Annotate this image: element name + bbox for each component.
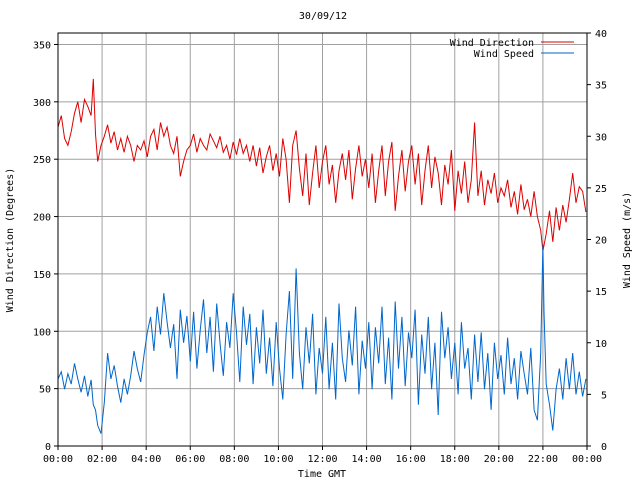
y-right-tick-label: 10: [595, 339, 607, 350]
y-right-tick-label: 0: [601, 442, 607, 453]
x-tick-label: 22:00: [528, 454, 558, 465]
left-axis: 0 50 100 150 200 250 300 350: [33, 40, 58, 453]
y-left-tick-label: 50: [39, 385, 51, 396]
x-tick-label: 08:00: [219, 454, 249, 465]
x-tick-label: 10:00: [263, 454, 293, 465]
series-line-wind-speed: [57, 244, 587, 434]
x-tick-label: 14:00: [352, 454, 382, 465]
x-tick-label: 18:00: [440, 454, 470, 465]
x-tick-label: 00:00: [43, 454, 73, 465]
x-tick-label: 04:00: [131, 454, 161, 465]
series-layer: [57, 78, 587, 434]
x-tick-label: 06:00: [175, 454, 205, 465]
x-tick-label: 02:00: [87, 454, 117, 465]
y-right-tick-label: 15: [595, 287, 607, 298]
y-axis-right-label: Wind Speed (m/s): [622, 192, 633, 288]
x-tick-label: 20:00: [484, 454, 514, 465]
y-right-tick-label: 5: [601, 390, 607, 401]
x-tick-label: 16:00: [396, 454, 426, 465]
y-right-tick-label: 25: [595, 184, 607, 195]
x-tick-label: 12:00: [307, 454, 337, 465]
y-right-tick-label: 20: [595, 236, 607, 247]
y-right-tick-label: 40: [595, 29, 607, 40]
series-line-wind-direction: [57, 78, 587, 252]
y-right-tick-label: 30: [595, 132, 607, 143]
y-right-tick-label: 35: [595, 81, 607, 92]
y-left-tick-label: 100: [33, 327, 51, 338]
chart-title: 30/09/12: [299, 11, 347, 22]
x-tick-label: 00:00: [572, 454, 602, 465]
right-axis: 0 5 10 15 20 25 30 35 40: [587, 29, 607, 453]
y-axis-left-label: Wind Direction (Degrees): [5, 168, 16, 313]
y-left-tick-label: 0: [45, 442, 51, 453]
y-left-tick-label: 350: [33, 40, 51, 51]
x-axis-label: Time GMT: [298, 469, 346, 480]
grid: [58, 33, 587, 446]
y-left-tick-label: 300: [33, 98, 51, 109]
y-left-tick-label: 250: [33, 155, 51, 166]
y-left-tick-label: 150: [33, 270, 51, 281]
legend: Wind Direction Wind Speed: [450, 38, 574, 60]
y-left-tick-label: 200: [33, 213, 51, 224]
x-axis: 00:00 02:00 04:00 06:00 08:00 10:00 12:00 14:00…: [43, 446, 602, 465]
legend-label-wind-speed: Wind Speed: [474, 49, 534, 60]
legend-label-wind-direction: Wind Direction: [450, 38, 534, 49]
